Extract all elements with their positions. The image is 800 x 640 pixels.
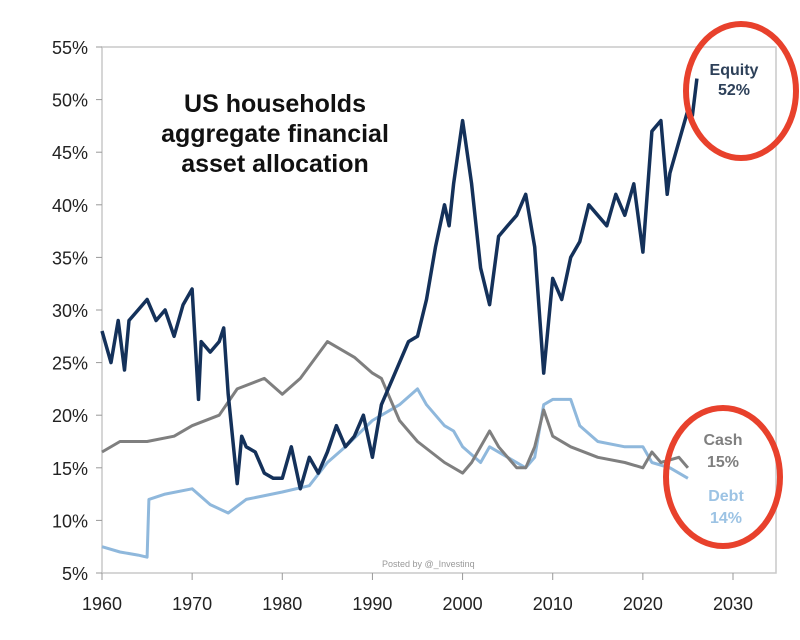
debt-value: 14%	[710, 510, 742, 527]
x-tick-label: 2000	[443, 594, 483, 614]
x-tick-label: 2030	[713, 594, 753, 614]
equity-value: 52%	[718, 82, 750, 99]
y-tick-label: 25%	[52, 354, 88, 374]
y-tick-label: 30%	[52, 301, 88, 321]
debt-label: Debt	[708, 488, 744, 505]
y-tick-label: 55%	[52, 38, 88, 58]
y-tick-label: 35%	[52, 248, 88, 268]
y-tick-label: 40%	[52, 196, 88, 216]
chart-title-line-1: US households	[184, 90, 366, 118]
chart-title-line-3: asset allocation	[181, 150, 369, 178]
x-tick-label: 1970	[172, 594, 212, 614]
y-tick-label: 45%	[52, 143, 88, 163]
equity-label: Equity	[710, 62, 759, 79]
cash-value: 15%	[707, 454, 739, 471]
y-tick-label: 5%	[62, 564, 88, 584]
cash-series-line	[101, 340, 690, 475]
debt-series-line	[101, 387, 689, 559]
x-tick-label: 1980	[262, 594, 302, 614]
watermark: Posted by @_Investinq	[382, 559, 475, 569]
y-tick-label: 50%	[52, 91, 88, 111]
chart-title-line-2: aggregate financial	[161, 120, 389, 148]
equity-series-line	[100, 78, 699, 491]
y-tick-label: 20%	[52, 406, 88, 426]
cash-debt-highlight-circle	[663, 405, 783, 549]
x-tick-label: 2020	[623, 594, 663, 614]
x-tick-label: 1990	[352, 594, 392, 614]
equity-highlight-circle	[683, 21, 799, 161]
x-tick-label: 1960	[82, 594, 122, 614]
x-tick-label: 2010	[533, 594, 573, 614]
cash-label: Cash	[703, 432, 742, 449]
y-tick-label: 10%	[52, 511, 88, 531]
y-tick-label: 15%	[52, 459, 88, 479]
